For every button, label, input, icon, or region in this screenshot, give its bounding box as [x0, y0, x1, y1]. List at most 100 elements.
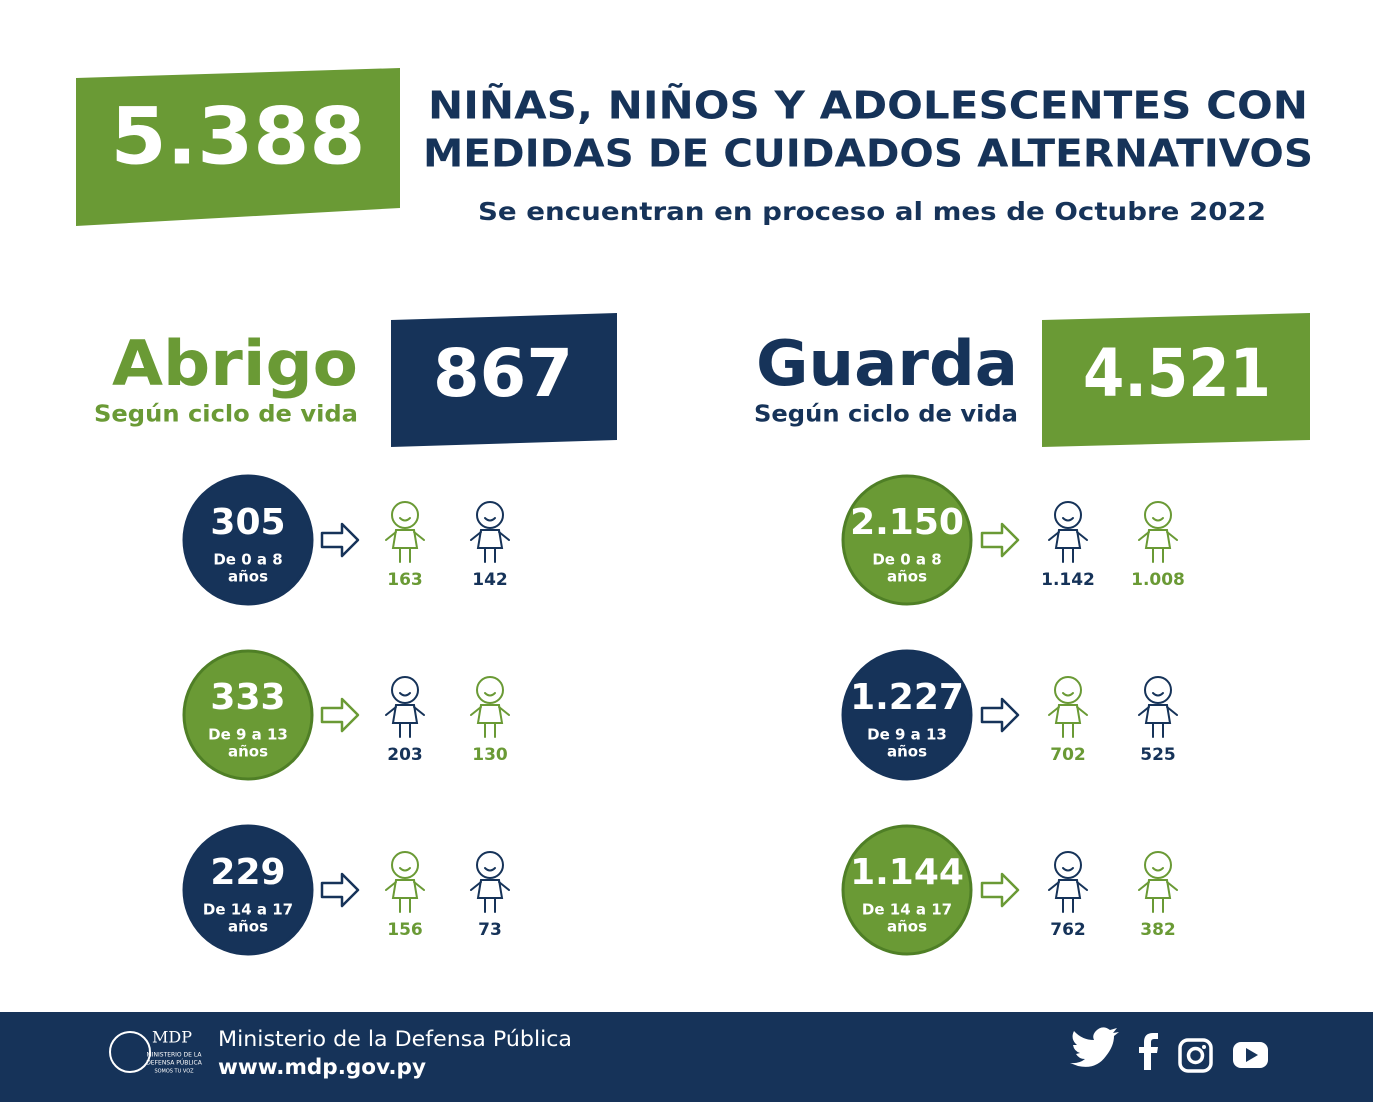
org-name: Ministerio de la Defensa Pública	[218, 1027, 572, 1051]
icon-body	[476, 529, 504, 549]
icon-limbs	[470, 706, 510, 738]
age-circle	[182, 649, 314, 781]
icon-body	[1144, 704, 1172, 724]
icon-head	[1054, 851, 1082, 879]
icon-limbs	[1138, 531, 1178, 563]
icon-face	[1062, 867, 1074, 872]
icon-head	[1054, 501, 1082, 529]
icon-body	[1054, 529, 1082, 549]
age-circle	[841, 649, 973, 781]
count: 156	[387, 920, 423, 940]
count: 73	[478, 920, 502, 940]
count: 163	[387, 570, 423, 590]
icon-limbs	[385, 706, 425, 738]
arrow	[320, 522, 360, 558]
icon-face	[484, 867, 496, 872]
icon-head	[391, 676, 419, 704]
age-total: 1.227	[850, 677, 964, 718]
icon-body	[1054, 879, 1082, 899]
icon-head	[391, 501, 419, 529]
logo-text: DEFENSA PÚBLICA	[146, 1060, 203, 1067]
icon-body	[476, 704, 504, 724]
icon-face	[399, 517, 411, 522]
icon-face	[1152, 517, 1164, 522]
icon-head	[1054, 676, 1082, 704]
arrow	[980, 522, 1020, 558]
count: 142	[472, 570, 508, 590]
child-icon	[1048, 676, 1088, 738]
icon-limbs	[385, 881, 425, 913]
age-label: De 14 a 17	[862, 901, 952, 919]
icon-head	[476, 851, 504, 879]
child-icon	[385, 676, 425, 738]
age-total: 229	[210, 852, 285, 893]
count: 525	[1140, 745, 1176, 765]
icon-body	[476, 879, 504, 899]
child-icon	[1048, 851, 1088, 913]
age-circle	[841, 824, 973, 956]
icon-body	[391, 879, 419, 899]
child-icon	[385, 501, 425, 563]
age-total: 2.150	[850, 502, 964, 543]
section-total: 4.521	[1083, 335, 1271, 412]
logo-emblem	[109, 1031, 151, 1073]
icon-face	[399, 692, 411, 697]
instagram-icon[interactable]	[1178, 1038, 1213, 1073]
count: 1.008	[1131, 570, 1185, 590]
section-total: 867	[433, 335, 573, 412]
age-label: De 9 a 13	[208, 726, 288, 744]
icon-body	[391, 704, 419, 724]
icon-limbs	[385, 531, 425, 563]
icon-face	[1152, 692, 1164, 697]
icon-face	[1062, 692, 1074, 697]
age-label: años	[228, 568, 268, 586]
twitter-icon[interactable]	[1070, 1027, 1119, 1067]
arrow	[980, 872, 1020, 908]
icon-face	[1062, 517, 1074, 522]
count: 382	[1140, 920, 1176, 940]
child-icon	[385, 851, 425, 913]
icon-limbs	[470, 881, 510, 913]
count: 762	[1050, 920, 1086, 940]
child-icon	[1048, 501, 1088, 563]
title-line: NIÑAS, NIÑOS Y ADOLESCENTES CON	[428, 84, 1308, 128]
icon-limbs	[1138, 706, 1178, 738]
age-total: 333	[210, 677, 285, 718]
child-icon	[470, 501, 510, 563]
arrow	[980, 697, 1020, 733]
age-label: años	[228, 743, 268, 761]
age-label: De 9 a 13	[867, 726, 947, 744]
logo-text: MINISTERIO DE LA	[147, 1052, 203, 1059]
count: 203	[387, 745, 423, 765]
arrow	[320, 872, 360, 908]
social-icons	[1070, 1027, 1268, 1073]
age-label: De 0 a 8	[872, 551, 941, 569]
section-box	[1042, 313, 1310, 447]
logo-text: SOMOS TU VOZ	[154, 1069, 194, 1075]
child-icon	[1138, 676, 1178, 738]
facebook-icon[interactable]	[1139, 1033, 1158, 1070]
child-icon	[1138, 501, 1178, 563]
icon-head	[1144, 676, 1172, 704]
icon-head	[476, 501, 504, 529]
icon-head	[476, 676, 504, 704]
icon-face	[484, 692, 496, 697]
icon-head	[1144, 851, 1172, 879]
icon-limbs	[470, 531, 510, 563]
total-box	[76, 68, 400, 226]
child-icon	[470, 676, 510, 738]
age-circle	[182, 824, 314, 956]
footer	[0, 1012, 1373, 1102]
age-total: 1.144	[850, 852, 964, 893]
age-circle	[841, 474, 973, 606]
icon-face	[484, 517, 496, 522]
age-label: años	[887, 918, 927, 936]
section-subtitle: Según ciclo de vida	[94, 402, 358, 428]
url[interactable]: www.mdp.gov.py	[218, 1055, 426, 1079]
total: 5.388	[111, 92, 366, 182]
age-circle	[182, 474, 314, 606]
age-label: De 14 a 17	[203, 901, 293, 919]
youtube-icon[interactable]	[1233, 1042, 1268, 1068]
icon-head	[1144, 501, 1172, 529]
